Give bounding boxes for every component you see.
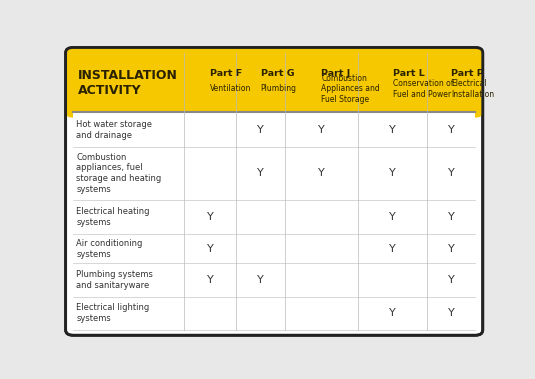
- Text: Part L: Part L: [393, 69, 424, 78]
- Text: Y: Y: [389, 125, 396, 135]
- Text: Y: Y: [448, 168, 455, 179]
- Text: Y: Y: [389, 168, 396, 179]
- Text: Electrical lighting
systems: Electrical lighting systems: [77, 304, 150, 323]
- Text: Y: Y: [448, 275, 455, 285]
- Text: Y: Y: [448, 309, 455, 318]
- Text: Part J: Part J: [322, 69, 350, 78]
- Text: Part F: Part F: [210, 69, 242, 78]
- Text: Conservation of
Fuel and Power: Conservation of Fuel and Power: [393, 79, 453, 99]
- Text: Electrical heating
systems: Electrical heating systems: [77, 207, 150, 227]
- Text: Hot water storage
and drainage: Hot water storage and drainage: [77, 120, 152, 139]
- Text: Ventilation: Ventilation: [210, 85, 251, 94]
- Text: Plumbing: Plumbing: [261, 85, 296, 94]
- Text: Y: Y: [448, 125, 455, 135]
- Text: Electrical
Installation: Electrical Installation: [451, 79, 494, 99]
- FancyBboxPatch shape: [66, 47, 483, 117]
- Text: Y: Y: [257, 125, 264, 135]
- FancyBboxPatch shape: [73, 113, 475, 147]
- Text: Y: Y: [207, 244, 213, 254]
- FancyBboxPatch shape: [73, 234, 475, 263]
- FancyBboxPatch shape: [73, 297, 475, 330]
- Text: Y: Y: [207, 275, 213, 285]
- Text: Part G: Part G: [261, 69, 294, 78]
- Text: INSTALLATION
ACTIVITY: INSTALLATION ACTIVITY: [78, 69, 178, 97]
- Text: Y: Y: [448, 244, 455, 254]
- Text: Y: Y: [448, 212, 455, 222]
- Text: Combustion
appliances, fuel
storage and heating
systems: Combustion appliances, fuel storage and …: [77, 153, 162, 194]
- Text: Plumbing systems
and sanitaryware: Plumbing systems and sanitaryware: [77, 270, 154, 290]
- Text: Part P: Part P: [451, 69, 484, 78]
- Text: Air conditioning
systems: Air conditioning systems: [77, 239, 143, 259]
- FancyBboxPatch shape: [73, 147, 475, 200]
- FancyBboxPatch shape: [66, 47, 483, 335]
- Text: Y: Y: [257, 275, 264, 285]
- FancyBboxPatch shape: [73, 105, 475, 113]
- Text: Y: Y: [318, 168, 325, 179]
- Text: Y: Y: [389, 309, 396, 318]
- FancyBboxPatch shape: [73, 200, 475, 234]
- FancyBboxPatch shape: [73, 263, 475, 297]
- Text: Y: Y: [257, 168, 264, 179]
- Text: Y: Y: [389, 244, 396, 254]
- Text: Combustion
Appliances and
Fuel Storage: Combustion Appliances and Fuel Storage: [322, 74, 380, 104]
- Text: Y: Y: [207, 212, 213, 222]
- Text: Y: Y: [318, 125, 325, 135]
- Text: Y: Y: [389, 212, 396, 222]
